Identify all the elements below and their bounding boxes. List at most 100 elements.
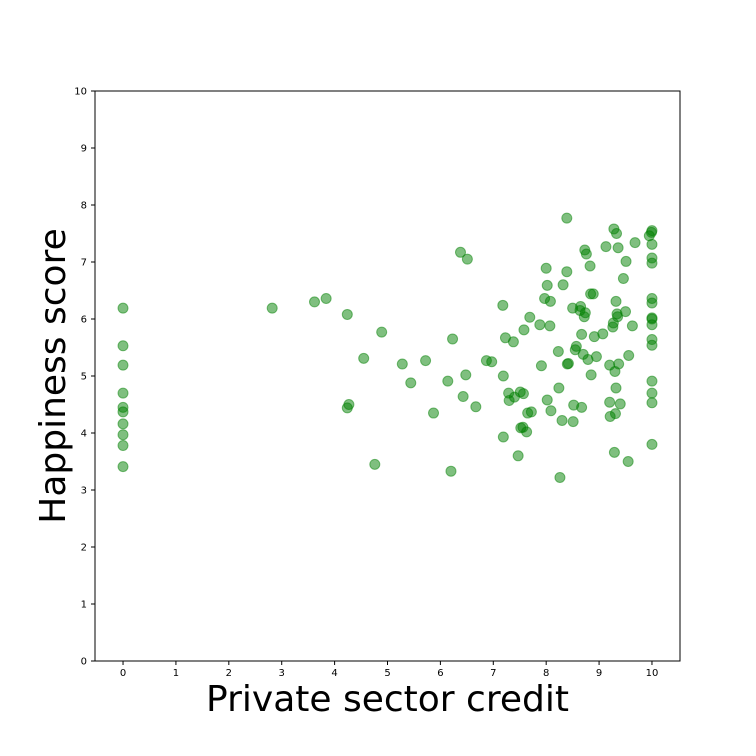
data-point bbox=[266, 302, 278, 314]
data-point bbox=[525, 406, 537, 418]
x-tick-label: 9 bbox=[596, 668, 602, 679]
data-point bbox=[646, 225, 658, 237]
data-point bbox=[612, 311, 624, 323]
data-point bbox=[610, 382, 622, 394]
data-point bbox=[552, 345, 564, 357]
data-point bbox=[507, 336, 519, 348]
data-point bbox=[396, 358, 408, 370]
data-point bbox=[541, 394, 553, 406]
data-point bbox=[579, 307, 591, 319]
y-axis-label: Happiness score bbox=[33, 228, 74, 524]
data-point bbox=[646, 397, 658, 409]
y-tick-label: 7 bbox=[81, 258, 87, 269]
data-point bbox=[117, 302, 129, 314]
data-point bbox=[541, 279, 553, 291]
data-point bbox=[445, 465, 457, 477]
data-point bbox=[646, 438, 658, 450]
x-tick-label: 7 bbox=[490, 668, 496, 679]
y-tick-label: 9 bbox=[81, 144, 87, 155]
data-point bbox=[534, 319, 546, 331]
data-point bbox=[442, 375, 454, 387]
y-tick-label: 4 bbox=[81, 429, 87, 440]
data-point bbox=[646, 297, 658, 309]
data-point bbox=[620, 306, 632, 318]
data-point bbox=[309, 296, 321, 308]
data-point bbox=[646, 387, 658, 399]
data-point bbox=[486, 356, 498, 368]
data-point bbox=[557, 279, 569, 291]
data-point bbox=[497, 299, 509, 311]
data-point bbox=[117, 440, 129, 452]
y-tick-label: 6 bbox=[81, 315, 87, 326]
x-tick-label: 1 bbox=[173, 668, 179, 679]
data-point bbox=[587, 288, 599, 300]
data-point bbox=[376, 326, 388, 338]
data-point bbox=[535, 360, 547, 372]
data-point bbox=[617, 273, 629, 285]
x-tick-label: 4 bbox=[331, 668, 337, 679]
data-point bbox=[646, 238, 658, 250]
data-point bbox=[604, 396, 616, 408]
data-point bbox=[420, 355, 432, 367]
x-tick-label: 0 bbox=[120, 668, 126, 679]
data-point bbox=[497, 431, 509, 443]
data-point bbox=[561, 212, 573, 224]
data-point bbox=[545, 405, 557, 417]
data-points bbox=[117, 212, 658, 483]
data-point bbox=[512, 450, 524, 462]
data-point bbox=[646, 339, 658, 351]
data-point bbox=[341, 308, 353, 320]
data-point bbox=[556, 414, 568, 426]
data-point bbox=[524, 311, 536, 323]
x-tick-label: 5 bbox=[384, 668, 390, 679]
data-point bbox=[570, 340, 582, 352]
data-point bbox=[597, 328, 609, 340]
x-tick-label: 6 bbox=[437, 668, 443, 679]
data-point bbox=[518, 324, 530, 336]
data-point bbox=[646, 375, 658, 387]
data-point bbox=[585, 369, 597, 381]
data-point bbox=[343, 399, 355, 410]
data-point bbox=[646, 257, 658, 269]
x-axis-label: Private sector credit bbox=[206, 679, 569, 720]
data-point bbox=[609, 408, 621, 420]
data-point bbox=[117, 418, 129, 430]
data-point bbox=[117, 461, 129, 473]
data-point bbox=[562, 357, 574, 369]
data-point bbox=[447, 333, 459, 345]
data-point bbox=[611, 228, 623, 239]
data-point bbox=[629, 237, 641, 249]
data-point bbox=[521, 426, 533, 438]
data-point bbox=[117, 406, 129, 418]
x-tick-label: 3 bbox=[279, 668, 285, 679]
data-point bbox=[614, 398, 626, 410]
y-tick-label: 3 bbox=[81, 486, 87, 497]
data-point bbox=[454, 246, 466, 258]
data-point bbox=[428, 407, 440, 419]
data-point bbox=[540, 262, 552, 274]
x-tick-label: 10 bbox=[646, 668, 659, 679]
data-point bbox=[369, 458, 381, 470]
data-point bbox=[646, 319, 658, 331]
data-point bbox=[590, 351, 602, 363]
x-axis-ticks: 0 1 2 3 4 5 6 7 8 9 10 bbox=[120, 661, 658, 679]
data-point bbox=[567, 416, 579, 428]
data-point bbox=[461, 253, 473, 265]
data-point bbox=[584, 260, 596, 272]
data-point bbox=[622, 456, 634, 467]
data-point bbox=[613, 358, 625, 370]
y-axis-ticks: 0 1 2 3 4 5 6 7 8 9 10 bbox=[74, 87, 95, 668]
data-point bbox=[544, 320, 556, 332]
data-point bbox=[600, 241, 612, 253]
data-point bbox=[405, 377, 417, 389]
data-point bbox=[497, 370, 509, 382]
data-point bbox=[470, 401, 482, 413]
data-point bbox=[612, 242, 624, 254]
data-point bbox=[580, 248, 592, 260]
y-tick-label: 1 bbox=[81, 600, 87, 611]
x-tick-label: 2 bbox=[226, 668, 232, 679]
data-point bbox=[544, 295, 556, 307]
data-point bbox=[576, 328, 588, 340]
y-tick-label: 2 bbox=[81, 543, 87, 554]
